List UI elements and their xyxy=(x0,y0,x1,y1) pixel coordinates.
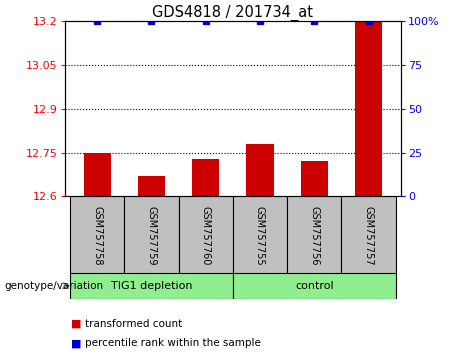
Text: control: control xyxy=(295,281,334,291)
Text: GSM757756: GSM757756 xyxy=(309,206,319,265)
Bar xyxy=(301,161,328,196)
Bar xyxy=(178,196,233,273)
Bar xyxy=(83,153,111,196)
Text: GSM757758: GSM757758 xyxy=(92,206,102,265)
Bar xyxy=(192,159,219,196)
Text: GSM757757: GSM757757 xyxy=(364,206,373,265)
Bar xyxy=(233,273,396,299)
Bar xyxy=(355,21,382,196)
Text: GSM757760: GSM757760 xyxy=(201,206,211,265)
Text: percentile rank within the sample: percentile rank within the sample xyxy=(85,338,261,348)
Text: genotype/variation: genotype/variation xyxy=(5,281,104,291)
Text: GSM757755: GSM757755 xyxy=(255,206,265,265)
Bar xyxy=(341,196,396,273)
Title: GDS4818 / 201734_at: GDS4818 / 201734_at xyxy=(152,5,313,21)
Text: TIG1 depletion: TIG1 depletion xyxy=(111,281,192,291)
Text: ■: ■ xyxy=(71,319,82,329)
Bar xyxy=(124,196,178,273)
Bar xyxy=(287,196,341,273)
Text: transformed count: transformed count xyxy=(85,319,183,329)
Bar xyxy=(70,196,124,273)
Bar xyxy=(138,176,165,196)
Bar xyxy=(70,273,233,299)
Text: GSM757759: GSM757759 xyxy=(147,206,156,265)
Text: ■: ■ xyxy=(71,338,82,348)
Bar xyxy=(233,196,287,273)
Bar xyxy=(246,144,273,196)
